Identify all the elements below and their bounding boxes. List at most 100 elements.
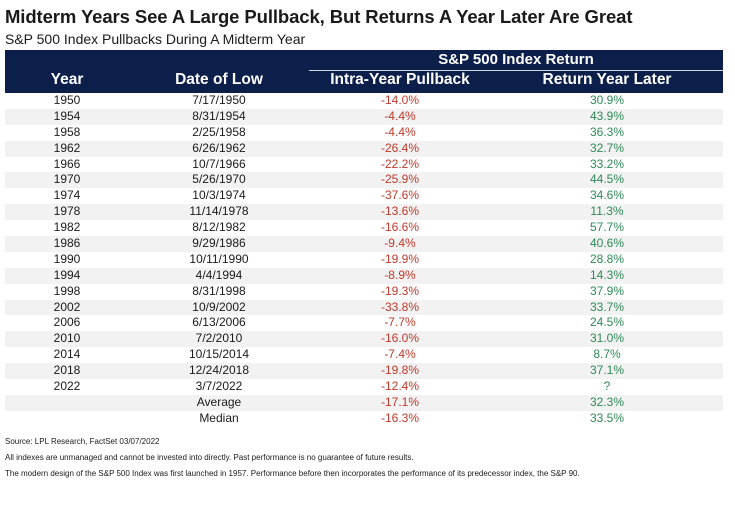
table-row: 1954 8/31/1954 -4.4% 43.9%: [5, 108, 723, 125]
table-header: S&P 500 Index Return Year Date of Low In…: [5, 50, 723, 93]
cell-date-of-low: 4/4/1994: [195, 267, 243, 282]
table-row: 2002 10/9/2002 -33.8% 33.7%: [5, 299, 723, 316]
cell-pullback: -16.3%: [380, 410, 420, 425]
cell-year: 1966: [53, 156, 81, 171]
cell-date-of-low: 12/24/2018: [188, 363, 250, 378]
cell-return-year-later: 14.3%: [589, 267, 625, 282]
cell-date-of-low: 10/15/2014: [188, 347, 250, 362]
cell-return-year-later: 28.8%: [589, 251, 625, 266]
cell-pullback: -7.7%: [384, 315, 416, 330]
cell-pullback: -19.9%: [380, 251, 420, 266]
cell-year: 1974: [53, 188, 81, 203]
cell-pullback: -7.4%: [384, 347, 416, 362]
table-row: 1962 6/26/1962 -26.4% 32.7%: [5, 140, 723, 157]
cell-return-year-later: 33.5%: [589, 410, 625, 425]
cell-year: 2018: [53, 363, 81, 378]
header-group-label: S&P 500 Index Return: [309, 51, 723, 71]
table-row: 1986 9/29/1986 -9.4% 40.6%: [5, 236, 723, 252]
cell-year: 1962: [53, 140, 81, 155]
cell-return-year-later: 32.7%: [589, 140, 625, 155]
header-intra-year-pullback: Intra-Year Pullback: [330, 71, 470, 88]
cell-pullback: -33.8%: [380, 299, 420, 314]
cell-date-of-low: 7/17/1950: [192, 93, 246, 107]
cell-pullback: -12.4%: [380, 379, 420, 394]
header-year: Year: [50, 71, 84, 88]
cell-year: 1994: [53, 267, 81, 282]
cell-date-of-low: 10/9/2002: [192, 299, 246, 314]
cell-return-year-later: 11.3%: [590, 204, 624, 219]
cell-date-of-low: 11/14/1978: [189, 204, 249, 219]
table-row: 1978 11/14/1978 -13.6% 11.3%: [5, 204, 723, 221]
table-row: 1998 8/31/1998 -19.3% 37.9%: [5, 284, 723, 300]
table-row: 2014 10/15/2014 -7.4% 8.7%: [5, 347, 723, 363]
cell-pullback: -9.4%: [384, 236, 416, 251]
cell-return-year-later: 33.2%: [589, 156, 625, 171]
cell-year: 1990: [53, 251, 81, 266]
cell-date-of-low: 10/11/1990: [189, 251, 249, 266]
cell-return-year-later: 30.9%: [589, 93, 625, 107]
table-row: Average -17.1% 32.3%: [5, 394, 723, 411]
cell-date-of-low: 10/7/1966: [192, 156, 246, 171]
cell-date-of-low: 3/7/2022: [195, 379, 243, 394]
cell-return-year-later: 43.9%: [589, 108, 625, 123]
source-note: Source: LPL Research, FactSet 03/07/2022: [5, 437, 160, 446]
index-history-note: The modern design of the S&P 500 Index w…: [5, 469, 580, 478]
cell-pullback: -26.4%: [380, 140, 420, 155]
table-row: 1994 4/4/1994 -8.9% 14.3%: [5, 267, 723, 284]
cell-pullback: -16.6%: [380, 220, 420, 235]
cell-date-of-low: 6/26/1962: [192, 140, 246, 155]
cell-date-of-low: 7/2/2010: [195, 331, 243, 346]
cell-pullback: -25.9%: [380, 172, 420, 187]
cell-return-year-later: ?: [603, 379, 611, 394]
header-date-of-low: Date of Low: [175, 71, 263, 88]
cell-return-year-later: 44.5%: [589, 172, 625, 187]
cell-return-year-later: 31.0%: [589, 331, 625, 346]
cell-year: 2014: [53, 347, 81, 362]
cell-date-of-low: 2/25/1958: [192, 124, 246, 139]
cell-pullback: -4.4%: [384, 108, 416, 123]
chart-subtitle: S&P 500 Index Pullbacks During A Midterm…: [5, 31, 306, 47]
table-row: 2006 6/13/2006 -7.7% 24.5%: [5, 315, 723, 331]
cell-pullback: -19.8%: [380, 363, 420, 378]
cell-pullback: -37.6%: [380, 188, 420, 203]
cell-year: 1982: [53, 220, 81, 235]
table-row: 1970 5/26/1970 -25.9% 44.5%: [5, 172, 723, 189]
cell-pullback: -4.4%: [384, 124, 416, 139]
cell-date-of-low: 8/31/1998: [192, 283, 246, 298]
cell-return-year-later: 24.5%: [589, 315, 625, 330]
cell-date-of-low: Median: [199, 410, 239, 425]
cell-return-year-later: 57.7%: [589, 220, 625, 235]
cell-year: 1998: [53, 283, 81, 298]
cell-date-of-low: 10/3/1974: [192, 188, 246, 203]
cell-year: 1958: [53, 124, 81, 139]
cell-pullback: -17.1%: [380, 394, 420, 409]
table-row: 2010 7/2/2010 -16.0% 31.0%: [5, 331, 723, 348]
cell-year: 2022: [53, 379, 81, 394]
table-row: 1958 2/25/1958 -4.4% 36.3%: [5, 125, 723, 141]
cell-date-of-low: 5/26/1970: [192, 172, 246, 187]
cell-year: 1950: [53, 93, 81, 107]
cell-return-year-later: 34.6%: [589, 188, 625, 203]
cell-return-year-later: 32.3%: [589, 394, 625, 409]
table-row: Median -16.3% 33.5%: [5, 411, 723, 427]
table-row: 1950 7/17/1950 -14.0% 30.9%: [5, 93, 723, 109]
table-row: 1966 10/7/1966 -22.2% 33.2%: [5, 157, 723, 173]
cell-year: 2002: [53, 299, 81, 314]
cell-return-year-later: 33.7%: [589, 299, 625, 314]
cell-year: 1978: [53, 204, 81, 219]
cell-pullback: -13.6%: [380, 204, 420, 219]
cell-date-of-low: 6/13/2006: [192, 315, 246, 330]
table-row: 2022 3/7/2022 -12.4%?: [5, 379, 723, 395]
disclaimer-note: All indexes are unmanaged and cannot be …: [5, 453, 414, 462]
table-row: 1982 8/12/1982 -16.6% 57.7%: [5, 220, 723, 236]
cell-return-year-later: 37.9%: [589, 283, 625, 298]
cell-year: 2006: [53, 315, 81, 330]
table-body: 1950 7/17/1950 -14.0% 30.9% 1954 8/31/1954 -4.…: [5, 93, 723, 427]
table-row: 1974 10/3/1974 -37.6% 34.6%: [5, 188, 723, 204]
cell-pullback: -14.0%: [380, 93, 420, 107]
footnotes: Source: LPL Research, FactSet 03/07/2022…: [5, 437, 580, 485]
header-return-year-later: Return Year Later: [542, 71, 672, 88]
cell-date-of-low: 8/31/1954: [192, 108, 246, 123]
cell-pullback: -16.0%: [380, 331, 420, 346]
cell-year: 1986: [53, 236, 81, 251]
